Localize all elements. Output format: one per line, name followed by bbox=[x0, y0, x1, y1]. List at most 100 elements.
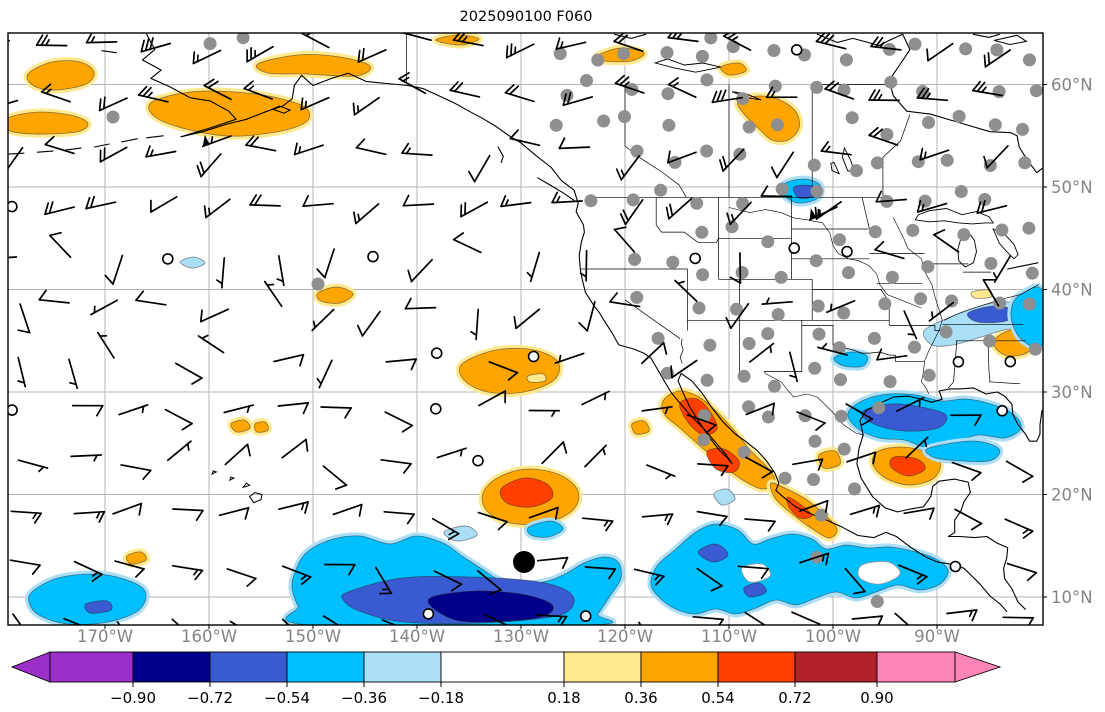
wind-barb bbox=[696, 510, 728, 527]
colorbar-tick-label: 0.36 bbox=[624, 689, 657, 707]
station-dot bbox=[978, 193, 992, 206]
station-dot bbox=[959, 42, 973, 56]
station-dot bbox=[628, 252, 642, 266]
station-dot bbox=[812, 327, 826, 341]
wind-barb bbox=[551, 191, 583, 204]
station-dot bbox=[906, 223, 920, 237]
wind-barb bbox=[243, 80, 274, 100]
anomaly-region bbox=[526, 373, 547, 383]
station-dot bbox=[771, 118, 784, 132]
coastline-path bbox=[537, 177, 575, 201]
wind-barb bbox=[1004, 355, 1017, 368]
lon-tick-label: 150°W bbox=[285, 627, 341, 646]
station-dot bbox=[591, 53, 605, 67]
wind-barb bbox=[302, 194, 334, 208]
wind-barb bbox=[667, 150, 697, 164]
station-dot bbox=[560, 88, 574, 102]
state-border bbox=[679, 338, 684, 364]
wind-barb bbox=[44, 201, 76, 216]
calm-circle bbox=[8, 200, 18, 213]
anomaly-region bbox=[697, 543, 729, 563]
wind-barb bbox=[90, 299, 119, 316]
wind-barb bbox=[982, 278, 1000, 307]
wind-barb bbox=[504, 84, 535, 103]
lon-tick-label: 140°W bbox=[389, 627, 445, 646]
anomaly-region bbox=[833, 351, 869, 368]
wind-barb bbox=[983, 145, 1009, 169]
anomaly-region bbox=[925, 440, 1001, 463]
wind-barb bbox=[203, 78, 232, 101]
wind-barb bbox=[383, 510, 415, 525]
station-dot bbox=[697, 409, 711, 422]
wind-barb bbox=[375, 566, 393, 595]
wind-barb bbox=[820, 140, 852, 156]
lake-outline bbox=[957, 228, 977, 268]
colorbar-tick-label: 0.72 bbox=[778, 689, 811, 707]
station-dot bbox=[832, 341, 846, 355]
station-dot bbox=[203, 37, 217, 51]
wind-barb bbox=[526, 251, 541, 283]
wind-barb bbox=[8, 99, 19, 105]
map-frame-layer bbox=[7, 32, 1047, 629]
wind-barb bbox=[744, 611, 767, 625]
highlight-marker-layer bbox=[513, 551, 535, 573]
wind-barb bbox=[826, 299, 856, 314]
wind-barb bbox=[875, 190, 908, 203]
station-dot bbox=[761, 327, 775, 341]
anomaly-region bbox=[427, 590, 554, 623]
wind-barb bbox=[352, 203, 380, 225]
station-dot bbox=[993, 296, 1007, 310]
lake-outline bbox=[830, 161, 841, 175]
wind-barbs-layer bbox=[8, 33, 1038, 625]
station-dot bbox=[654, 183, 668, 197]
wind-barb bbox=[905, 436, 929, 459]
lake-outline bbox=[653, 58, 721, 73]
colorbar-tick-label: 0.18 bbox=[547, 689, 580, 707]
colorbar-segment bbox=[132, 651, 211, 683]
station-dot bbox=[939, 325, 953, 339]
colorbar-segment bbox=[363, 651, 442, 683]
anomaly-region bbox=[661, 390, 776, 490]
wind-barb bbox=[667, 33, 699, 43]
lat-tick-label: 40°N bbox=[1051, 281, 1093, 300]
island-outline bbox=[994, 34, 1028, 46]
pennant-flag bbox=[809, 208, 817, 220]
calm-circle bbox=[689, 252, 702, 265]
station-dot bbox=[597, 114, 611, 128]
wind-barb bbox=[384, 411, 414, 433]
wind-barb bbox=[946, 609, 978, 622]
station-dot bbox=[761, 410, 775, 424]
wind-barb bbox=[483, 613, 509, 625]
wind-barb bbox=[17, 303, 31, 334]
station-dot bbox=[1025, 266, 1039, 280]
wind-barb bbox=[876, 348, 908, 361]
wind-barb bbox=[578, 300, 596, 332]
wind-barb bbox=[584, 566, 617, 580]
wind-barb bbox=[199, 308, 230, 323]
station-dot bbox=[815, 508, 828, 522]
station-dot bbox=[774, 270, 788, 284]
wind-barb bbox=[229, 620, 238, 625]
wind-barb bbox=[689, 252, 702, 265]
station-dot bbox=[870, 156, 884, 170]
wind-barb bbox=[316, 359, 333, 389]
wind-barb bbox=[402, 194, 435, 207]
wind-barb bbox=[916, 87, 949, 102]
station-dot bbox=[954, 185, 968, 198]
river-path bbox=[893, 217, 943, 395]
wind-barb bbox=[429, 402, 442, 415]
state-border bbox=[861, 197, 870, 230]
anomaly-region bbox=[230, 419, 251, 433]
station-dot bbox=[1016, 122, 1029, 136]
wind-barb bbox=[983, 49, 1012, 68]
colorbar-segment bbox=[563, 651, 642, 683]
station-dot bbox=[703, 338, 717, 352]
wind-barb bbox=[745, 402, 775, 416]
station-dot bbox=[870, 595, 884, 608]
calm-circle bbox=[367, 250, 379, 263]
station-dot bbox=[872, 401, 886, 415]
station-dot bbox=[995, 223, 1009, 237]
calm-circle bbox=[841, 245, 853, 258]
island-outline bbox=[211, 470, 218, 475]
wind-barb bbox=[692, 615, 725, 625]
